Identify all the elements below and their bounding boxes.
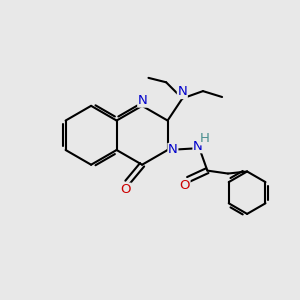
Text: O: O — [179, 179, 190, 192]
Text: O: O — [121, 183, 131, 196]
Text: N: N — [193, 140, 203, 153]
Text: N: N — [168, 143, 178, 157]
Text: H: H — [200, 132, 210, 145]
Text: N: N — [138, 94, 148, 107]
Text: N: N — [178, 85, 187, 98]
